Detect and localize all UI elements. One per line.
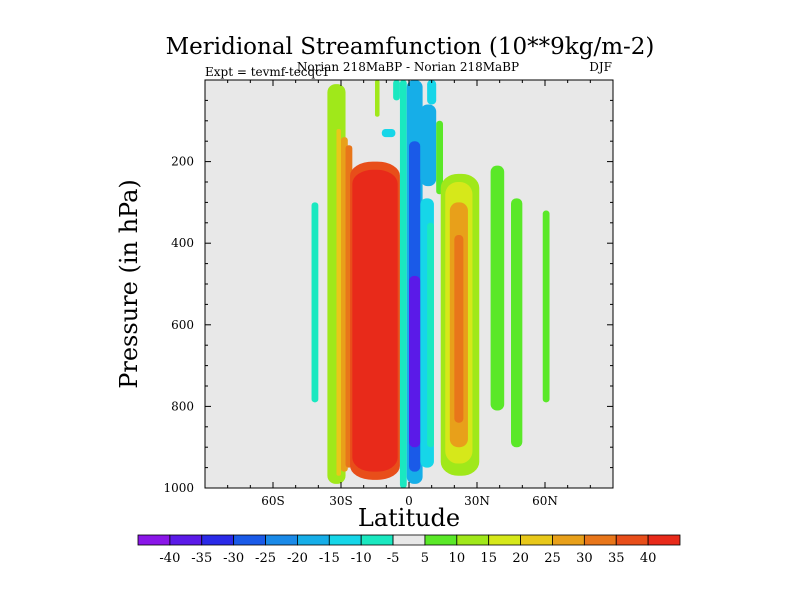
colorbar-swatch <box>265 534 298 546</box>
colorbar-label: -30 <box>223 551 244 566</box>
colorbar-label: -40 <box>159 551 180 566</box>
colorbar-label: 10 <box>449 551 466 566</box>
experiment-label: Expt = tevmf-tecqc1 <box>205 65 330 79</box>
colorbar-swatch <box>169 534 203 546</box>
contour-region-18 <box>436 120 443 195</box>
x-tick-label: 30N <box>464 494 490 508</box>
y-tick-label: 200 <box>171 155 194 169</box>
colorbar-swatch <box>233 534 266 546</box>
colorbar-label: 35 <box>608 551 625 566</box>
colorbar: -40 -35 -30 -25 -20 -15 -10 -5 5 10 15 20 25 30 35 40 <box>137 534 681 566</box>
contour-region-7 <box>375 80 380 117</box>
contour-region-25 <box>542 210 550 403</box>
x-tick-label: 60N <box>532 494 558 508</box>
x-tick-label: 60S <box>261 494 285 508</box>
contour-region-2 <box>336 128 341 476</box>
colorbar-label: -15 <box>319 551 340 566</box>
contour-region-23 <box>490 165 505 411</box>
contour-fill-layer <box>311 80 550 488</box>
contour-region-12 <box>409 275 421 448</box>
colorbar-label: 25 <box>544 551 561 566</box>
colorbar-label: -10 <box>351 551 372 566</box>
contour-region-0 <box>311 202 319 403</box>
contour-region-6 <box>352 169 398 472</box>
colorbar-label: -35 <box>191 551 212 566</box>
y-tick-label: 400 <box>171 236 194 250</box>
contour-region-15 <box>420 104 437 187</box>
contour-region-14 <box>427 80 437 105</box>
colorbar-swatch <box>137 534 171 546</box>
colorbar-label: -25 <box>255 551 276 566</box>
y-tick-label: 800 <box>171 399 194 413</box>
colorbar-label: -20 <box>287 551 308 566</box>
y-tick-label: 1000 <box>163 481 194 495</box>
colorbar-swatch <box>201 534 235 546</box>
colorbar-swatch <box>328 534 362 546</box>
colorbar-swatch <box>456 534 490 546</box>
colorbar-label: -5 <box>387 551 400 566</box>
chart-title: Meridional Streamfunction (10**9kg/m-2) <box>166 34 655 60</box>
colorbar-label: 20 <box>512 551 529 566</box>
x-axis-label: Latitude <box>358 504 460 532</box>
colorbar-swatch <box>552 534 585 546</box>
x-tick-label: 30S <box>329 494 353 508</box>
y-axis-label: Pressure (in hPa) <box>115 179 143 389</box>
contour-region-8 <box>381 128 396 138</box>
y-tick-label: 600 <box>171 318 194 332</box>
x-axis: 60S 30S 0 30N 60N <box>227 80 591 508</box>
colorbar-swatch <box>424 534 458 546</box>
contour-region-22 <box>454 235 464 423</box>
colorbar-label: 40 <box>640 551 657 566</box>
colorbar-swatch <box>647 534 681 546</box>
colorbar-label: 30 <box>576 551 593 566</box>
colorbar-label: 15 <box>480 551 497 566</box>
contour-region-13 <box>393 80 400 101</box>
contour-region-9 <box>399 80 407 488</box>
x-tick-label: 0 <box>405 494 413 508</box>
season-label: DJF <box>589 60 612 74</box>
colorbar-swatch <box>360 534 394 546</box>
y-axis: 200 400 600 800 1000 <box>163 99 613 495</box>
contour-region-24 <box>511 198 523 448</box>
colorbar-label: 5 <box>421 551 429 566</box>
colorbar-swatch <box>297 534 330 546</box>
colorbar-swatch <box>583 534 617 546</box>
colorbar-swatch <box>488 534 521 546</box>
colorbar-swatch <box>520 534 553 546</box>
colorbar-swatch <box>392 534 426 546</box>
colorbar-swatch <box>615 534 649 546</box>
contour-region-17 <box>427 222 434 448</box>
period-comparison-label: Norian 218MaBP - Norian 218MaBP <box>297 60 519 74</box>
